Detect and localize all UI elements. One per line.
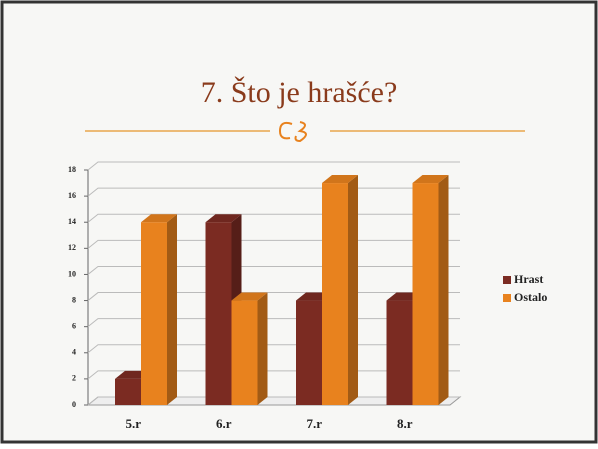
x-tick-label: 5.r (125, 416, 141, 431)
x-tick-label: 6.r (216, 416, 232, 431)
legend-swatch (503, 294, 511, 302)
y-tick-label: 14 (68, 217, 76, 226)
ornament (278, 121, 307, 143)
x-tick-label: 8.r (397, 416, 413, 431)
chart-title: 7. Što je hrašće? (201, 76, 398, 109)
bar (322, 183, 348, 405)
legend-label: Hrast (514, 272, 543, 286)
legend-swatch (503, 276, 511, 284)
bar-side (438, 175, 449, 405)
bar (141, 222, 167, 405)
bar-side (257, 292, 268, 405)
y-tick-label: 6 (72, 321, 76, 330)
bar (115, 378, 141, 405)
bar-side (167, 214, 177, 405)
bar (296, 300, 322, 405)
bar-top (322, 175, 358, 184)
grid-line (87, 161, 460, 171)
bar (231, 300, 258, 405)
bar (412, 183, 439, 405)
bar-top (141, 214, 177, 223)
bar (386, 300, 413, 405)
legend-label: Ostalo (514, 290, 547, 304)
y-tick-label: 10 (68, 269, 76, 278)
bar-top (412, 175, 449, 184)
y-tick-label: 2 (72, 374, 76, 383)
bar (205, 222, 232, 405)
bar-top (205, 214, 242, 223)
x-tick-label: 7.r (306, 416, 322, 431)
y-tick-label: 16 (68, 191, 76, 200)
y-tick-label: 8 (72, 295, 76, 304)
y-tick-label: 4 (72, 348, 76, 357)
bar-top (231, 292, 268, 301)
bar-side (348, 175, 358, 405)
y-tick-label: 12 (68, 243, 76, 252)
y-tick-label: 0 (72, 400, 76, 409)
y-tick-label: 18 (68, 165, 76, 174)
